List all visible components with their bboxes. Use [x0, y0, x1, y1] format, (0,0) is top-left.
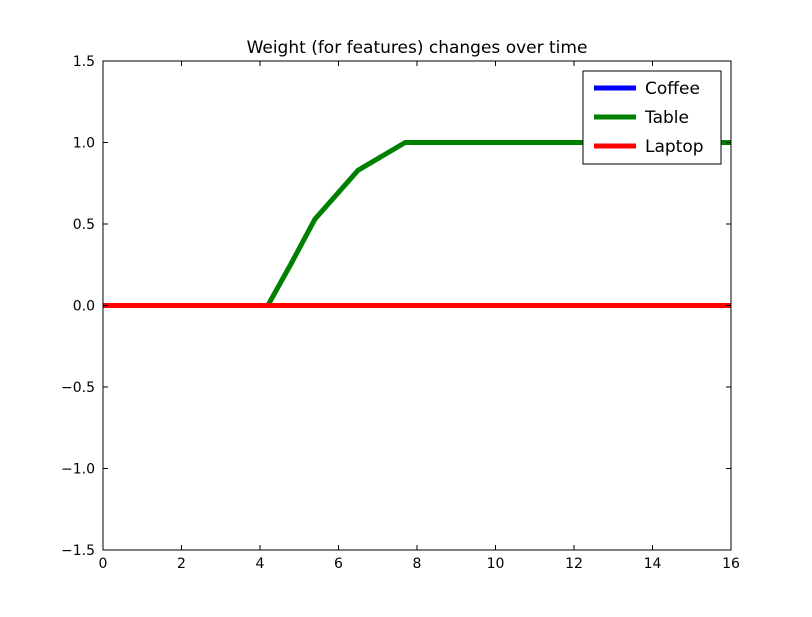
x-tick-label: 6 [334, 556, 343, 572]
chart-title: Weight (for features) changes over time [247, 38, 588, 58]
x-tick-label: 16 [722, 556, 740, 572]
axes: 0 2 4 6 8 10 12 14 16 −1.5 −1.0 −0.5 0.0 0.5 1.0 1.5 [61, 54, 740, 572]
legend: Coffee Table Laptop [582, 70, 722, 165]
legend-label-coffee: Coffee [645, 79, 700, 99]
x-tick-label: 4 [256, 556, 265, 572]
y-tick-label: −1.0 [61, 462, 95, 478]
y-tick-label: 0.5 [73, 217, 95, 233]
y-tick-label: 1.5 [73, 54, 95, 70]
x-tick-label: 0 [99, 556, 108, 572]
legend-label-laptop: Laptop [645, 137, 704, 157]
x-tick-label: 10 [487, 556, 505, 572]
x-tick-label: 8 [413, 556, 422, 572]
x-tick-label: 14 [644, 556, 662, 572]
y-tick-label: −0.5 [61, 380, 95, 396]
y-tick-label: −1.5 [61, 543, 95, 559]
plot-area [103, 140, 731, 308]
legend-label-table: Table [644, 108, 689, 128]
x-tick-label: 2 [177, 556, 186, 572]
y-tick-label: 1.0 [73, 136, 95, 152]
y-tick-label: 0.0 [73, 299, 95, 315]
x-tick-label: 12 [565, 556, 583, 572]
